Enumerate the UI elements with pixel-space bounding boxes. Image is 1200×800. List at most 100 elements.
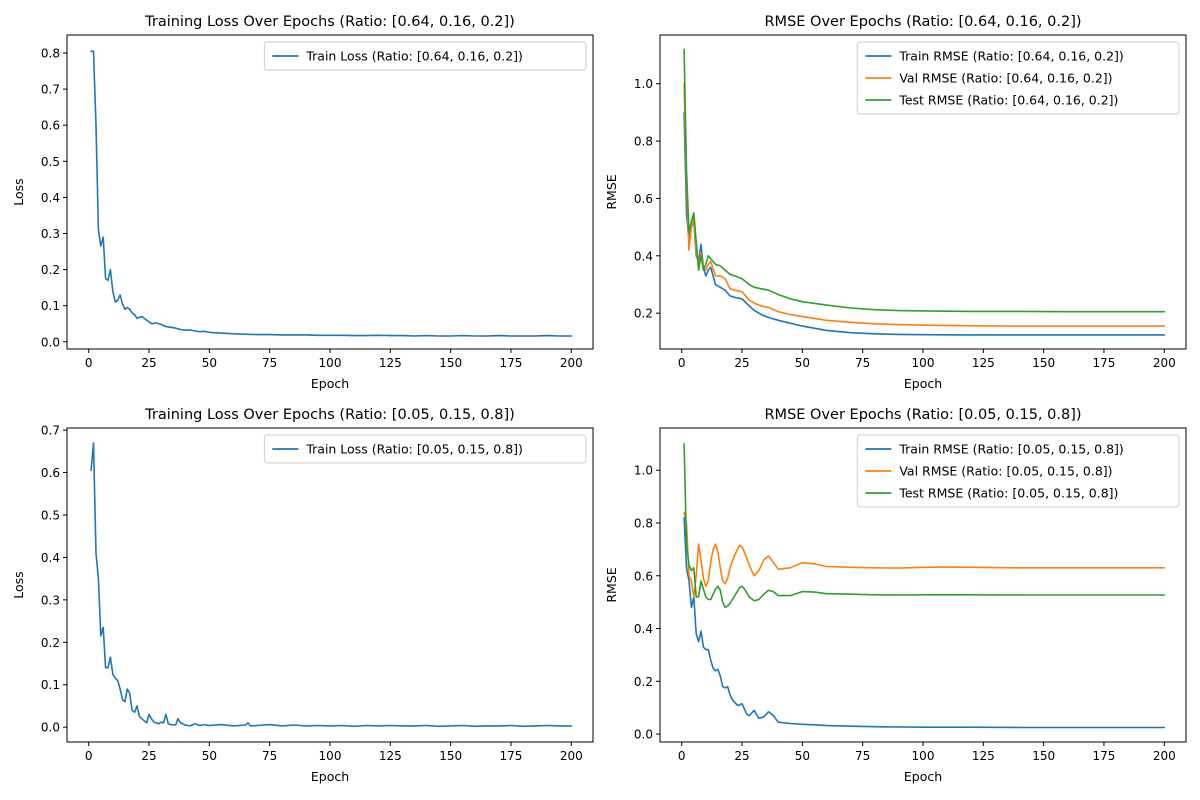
- y-tick-label: 0.2: [41, 636, 60, 650]
- x-tick-label: 100: [912, 749, 935, 763]
- x-axis-label: Epoch: [904, 769, 942, 784]
- x-tick-label: 75: [262, 749, 277, 763]
- chart-panel-2: Training Loss Over Epochs (Ratio: [0.05,…: [11, 407, 594, 784]
- y-tick-label: 1.0: [634, 77, 653, 91]
- x-tick-label: 175: [500, 356, 523, 370]
- legend-label: Train Loss (Ratio: [0.05, 0.15, 0.8]): [305, 442, 523, 457]
- x-tick-label: 150: [439, 749, 462, 763]
- x-tick-label: 200: [1153, 749, 1176, 763]
- series-line-2: [683, 48, 1166, 313]
- y-tick-label: 1.0: [634, 464, 653, 478]
- plot-frame: [66, 427, 594, 743]
- y-axis-label: Loss: [11, 178, 26, 205]
- y-tick-label: 0.0: [41, 335, 60, 349]
- x-tick-label: 75: [855, 749, 870, 763]
- x-tick-label: 125: [972, 749, 995, 763]
- y-tick-label: 0.8: [634, 516, 653, 530]
- x-tick-label: 125: [379, 356, 402, 370]
- series-line-0: [683, 516, 1166, 729]
- chart-title: Training Loss Over Epochs (Ratio: [0.05,…: [144, 407, 515, 423]
- x-tick-label: 0: [678, 356, 686, 370]
- y-tick-label: 0.2: [41, 263, 60, 277]
- legend-box: [263, 434, 587, 464]
- legend-label: Val RMSE (Ratio: [0.64, 0.16, 0.2]): [899, 71, 1112, 86]
- x-tick-label: 200: [1153, 356, 1176, 370]
- y-tick-label: 0.1: [41, 678, 60, 692]
- x-tick-label: 150: [1032, 356, 1055, 370]
- y-tick-label: 0.8: [41, 47, 60, 61]
- x-tick-label: 75: [262, 356, 277, 370]
- x-tick-label: 100: [319, 749, 342, 763]
- x-tick-label: 125: [379, 749, 402, 763]
- y-tick-label: 0.7: [41, 424, 60, 438]
- y-tick-label: 0.4: [634, 622, 653, 636]
- x-tick-label: 125: [972, 356, 995, 370]
- x-tick-label: 25: [141, 749, 156, 763]
- legend-box: [856, 434, 1180, 508]
- legend: Train RMSE (Ratio: [0.64, 0.16, 0.2]) Val…: [856, 41, 1180, 115]
- y-axis-label: RMSE: [604, 174, 619, 209]
- x-tick-label: 100: [912, 356, 935, 370]
- x-tick-label: 175: [1093, 749, 1116, 763]
- chart-title: RMSE Over Epochs (Ratio: [0.64, 0.16, 0.…: [764, 14, 1081, 30]
- y-tick-label: 0.0: [634, 728, 653, 742]
- x-tick-label: 175: [1093, 356, 1116, 370]
- x-tick-label: 0: [678, 749, 686, 763]
- x-tick-label: 0: [85, 356, 93, 370]
- y-tick-label: 0.2: [634, 675, 653, 689]
- series-line-2: [683, 442, 1166, 609]
- legend-label: Train RMSE (Ratio: [0.64, 0.16, 0.2]): [898, 49, 1123, 64]
- legend: Train Loss (Ratio: [0.05, 0.15, 0.8]): [263, 434, 587, 464]
- y-tick-label: 0.6: [41, 119, 60, 133]
- chart-panel-1: RMSE Over Epochs (Ratio: [0.64, 0.16, 0.…: [604, 14, 1187, 391]
- x-tick-label: 50: [795, 749, 810, 763]
- series-line-1: [683, 82, 1166, 327]
- x-axis-label: Epoch: [904, 376, 942, 391]
- legend-label: Val RMSE (Ratio: [0.05, 0.15, 0.8]): [899, 464, 1112, 479]
- y-tick-label: 0.3: [41, 227, 60, 241]
- x-tick-label: 25: [141, 356, 156, 370]
- x-tick-label: 50: [202, 749, 217, 763]
- y-tick-label: 0.8: [634, 135, 653, 149]
- legend-label: Train RMSE (Ratio: [0.05, 0.15, 0.8]): [898, 442, 1123, 457]
- y-axis-label: Loss: [11, 571, 26, 598]
- plot-frame: [66, 34, 594, 350]
- x-tick-label: 200: [560, 356, 583, 370]
- y-tick-label: 0.0: [41, 721, 60, 735]
- series-line-0: [90, 442, 573, 728]
- x-axis-label: Epoch: [311, 376, 349, 391]
- x-tick-label: 25: [734, 356, 749, 370]
- chart-title: RMSE Over Epochs (Ratio: [0.05, 0.15, 0.…: [764, 407, 1081, 423]
- y-tick-label: 0.5: [41, 508, 60, 522]
- series-line-1: [683, 511, 1166, 598]
- series-line-0: [683, 111, 1166, 336]
- x-axis-label: Epoch: [311, 769, 349, 784]
- y-tick-label: 0.2: [634, 307, 653, 321]
- x-tick-label: 150: [1032, 749, 1055, 763]
- chart-title: Training Loss Over Epochs (Ratio: [0.64,…: [144, 14, 515, 30]
- legend-label: Test RMSE (Ratio: [0.05, 0.15, 0.8]): [898, 486, 1118, 501]
- x-tick-label: 75: [855, 356, 870, 370]
- x-tick-label: 25: [734, 749, 749, 763]
- legend: Train RMSE (Ratio: [0.05, 0.15, 0.8]) Val…: [856, 434, 1180, 508]
- legend-box: [263, 41, 587, 71]
- y-tick-label: 0.6: [41, 466, 60, 480]
- legend-box: [856, 41, 1180, 115]
- y-tick-label: 0.4: [41, 551, 60, 565]
- y-tick-label: 0.1: [41, 299, 60, 313]
- y-tick-label: 0.6: [634, 569, 653, 583]
- y-tick-label: 0.4: [41, 191, 60, 205]
- x-tick-label: 50: [795, 356, 810, 370]
- y-tick-label: 0.4: [634, 249, 653, 263]
- x-tick-label: 50: [202, 356, 217, 370]
- x-tick-label: 100: [319, 356, 342, 370]
- y-tick-label: 0.6: [634, 192, 653, 206]
- y-tick-label: 0.3: [41, 593, 60, 607]
- y-axis-label: RMSE: [604, 567, 619, 602]
- legend: Train Loss (Ratio: [0.64, 0.16, 0.2]): [263, 41, 587, 71]
- chart-panel-0: Training Loss Over Epochs (Ratio: [0.64,…: [11, 14, 594, 391]
- x-tick-label: 0: [85, 749, 93, 763]
- x-tick-label: 150: [439, 356, 462, 370]
- y-tick-label: 0.7: [41, 83, 60, 97]
